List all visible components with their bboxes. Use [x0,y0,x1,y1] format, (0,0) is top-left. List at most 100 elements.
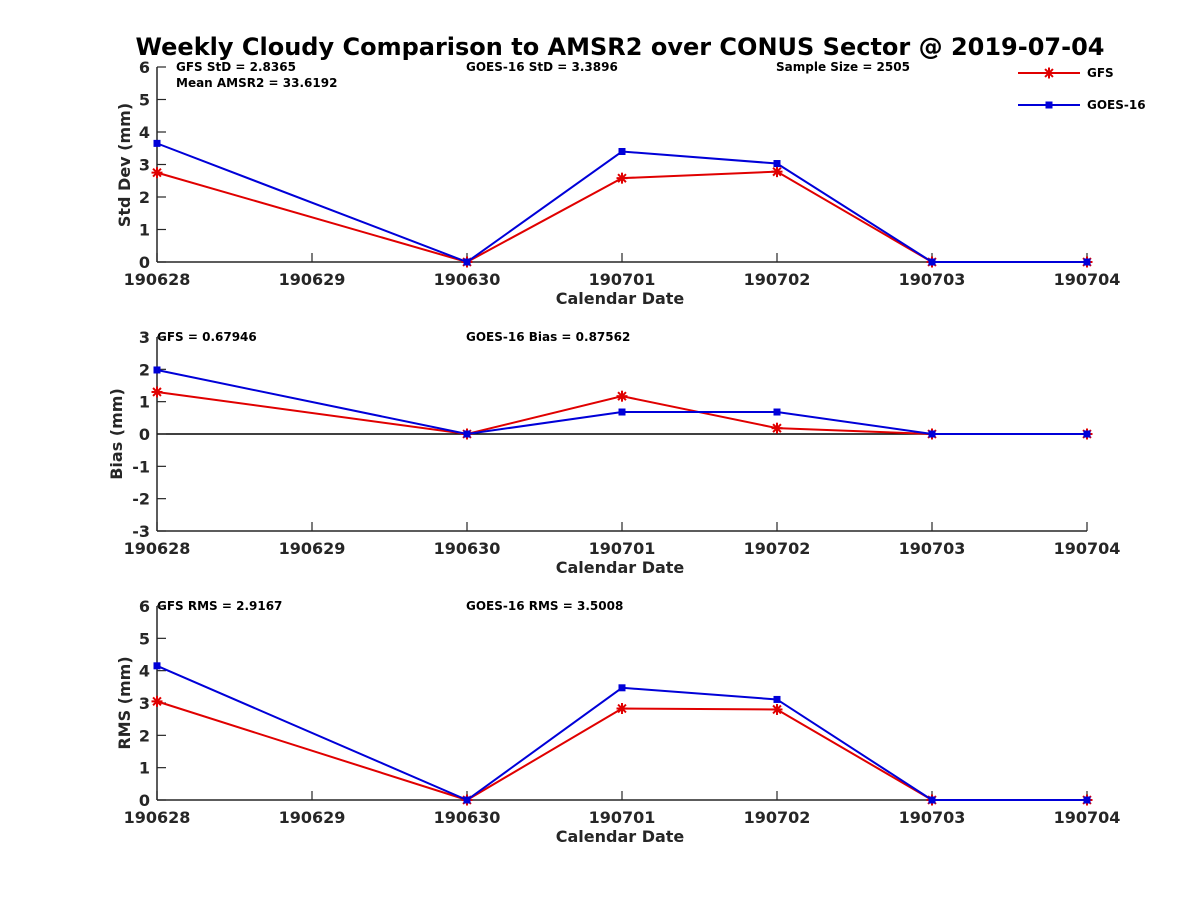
data-point-goes16 [928,796,936,804]
y-tick-label: 6 [139,58,150,77]
x-tick-label: 190701 [589,808,656,827]
data-point-goes16 [153,139,161,147]
x-tick-label: 190630 [434,808,501,827]
x-tick-label: 190703 [899,808,966,827]
data-point-goes16 [618,684,626,692]
x-tick-label: 190628 [124,808,191,827]
x-tick-label: 190628 [124,270,191,289]
panel-bias: Bias (mm) Calendar Date GFS = 0.67946 GO… [107,328,1120,577]
y-axis-label: Bias (mm) [107,388,126,480]
data-point-goes16 [928,258,936,266]
x-tick-label: 190703 [899,539,966,558]
y-tick-label: 1 [139,759,150,778]
annotation-goes16-std: GOES-16 StD = 3.3896 [466,60,618,74]
y-tick-label: 4 [139,662,150,681]
y-tick-label: -1 [132,457,150,476]
y-tick-label: 0 [139,253,150,272]
y-tick-label: 4 [139,123,150,142]
annotation-gfs-std: GFS StD = 2.8365 [176,60,296,74]
y-tick-label: 3 [139,328,150,347]
y-tick-label: 2 [139,188,150,207]
legend-marker-gfs [1043,67,1055,79]
x-tick-label: 190702 [744,539,811,558]
y-tick-label: 1 [139,221,150,240]
annotation-mean-amsr2: Mean AMSR2 = 33.6192 [176,76,337,90]
annotation-gfs-rms: GFS RMS = 2.9167 [157,599,282,613]
data-point-goes16 [463,796,471,804]
chart-title: Weekly Cloudy Comparison to AMSR2 over C… [136,33,1105,61]
data-point-goes16 [618,148,626,155]
x-tick-label: 190701 [589,539,656,558]
annotation-goes16-bias: GOES-16 Bias = 0.87562 [466,330,630,344]
data-point-goes16 [773,695,781,703]
x-axis-label: Calendar Date [556,558,685,577]
data-point-goes16 [773,160,781,168]
data-point-gfs [771,703,783,715]
y-tick-label: 3 [139,694,150,713]
y-axis-label: RMS (mm) [115,656,134,749]
data-point-gfs [616,390,628,402]
data-point-goes16 [1083,258,1091,266]
x-tick-label: 190629 [279,539,346,558]
x-tick-label: 190630 [434,270,501,289]
x-tick-label: 190703 [899,270,966,289]
y-tick-label: 0 [139,791,150,810]
x-tick-label: 190629 [279,808,346,827]
legend-marker-goes16 [1045,101,1053,109]
data-point-gfs [151,695,163,707]
y-tick-label: 0 [139,425,150,444]
data-point-goes16 [618,408,626,416]
y-tick-label: 1 [139,393,150,412]
x-tick-label: 190704 [1054,808,1121,827]
x-tick-label: 190704 [1054,270,1121,289]
x-tick-label: 190702 [744,808,811,827]
y-tick-label: -3 [132,522,150,541]
data-point-gfs [616,702,628,714]
x-axis-label: Calendar Date [556,827,685,846]
annotation-sample-size: Sample Size = 2505 [776,60,910,74]
series-line-gfs [156,170,1087,264]
data-point-gfs [771,166,783,178]
x-tick-label: 190628 [124,539,191,558]
data-point-goes16 [773,408,781,416]
data-point-gfs [771,422,783,434]
x-tick-label: 190702 [744,270,811,289]
x-tick-label: 190630 [434,539,501,558]
legend-label-gfs: GFS [1087,66,1114,80]
legend-marker-symbol [1043,67,1055,79]
data-point-gfs [151,386,163,398]
data-point-goes16 [1083,796,1091,804]
y-tick-label: 5 [139,629,150,648]
x-tick-label: 190704 [1054,539,1121,558]
data-point-gfs [616,172,628,184]
panel-rms: RMS (mm) Calendar Date GFS RMS = 2.9167 … [115,597,1120,846]
data-point-goes16 [153,366,161,374]
y-axis-label: Std Dev (mm) [115,103,134,227]
data-point-goes16 [463,430,471,438]
y-tick-label: 5 [139,91,150,110]
data-point-goes16 [463,258,471,266]
y-tick-label: 3 [139,156,150,175]
data-point-goes16 [1083,430,1091,438]
legend-label-goes16: GOES-16 [1087,98,1146,112]
annotation-gfs-bias: GFS = 0.67946 [157,330,257,344]
series-line-gfs [156,700,1087,802]
data-point-goes16 [153,662,161,670]
y-tick-label: -2 [132,490,150,509]
annotation-goes16-rms: GOES-16 RMS = 3.5008 [466,599,623,613]
series-line-goes16 [156,369,1087,436]
data-point-goes16 [928,430,936,438]
x-tick-label: 190701 [589,270,656,289]
y-tick-label: 6 [139,597,150,616]
legend-marker-symbol [1045,101,1053,109]
data-point-gfs [151,167,163,179]
y-tick-label: 2 [139,726,150,745]
y-tick-label: 2 [139,360,150,379]
panel-std-dev: Std Dev (mm) Calendar Date GFS StD = 2.8… [115,58,1120,308]
legend: GFS GOES-16 [1018,66,1146,112]
series-line-goes16 [156,142,1087,264]
x-tick-label: 190629 [279,270,346,289]
x-axis-label: Calendar Date [556,289,685,308]
series-line-goes16 [156,664,1087,802]
